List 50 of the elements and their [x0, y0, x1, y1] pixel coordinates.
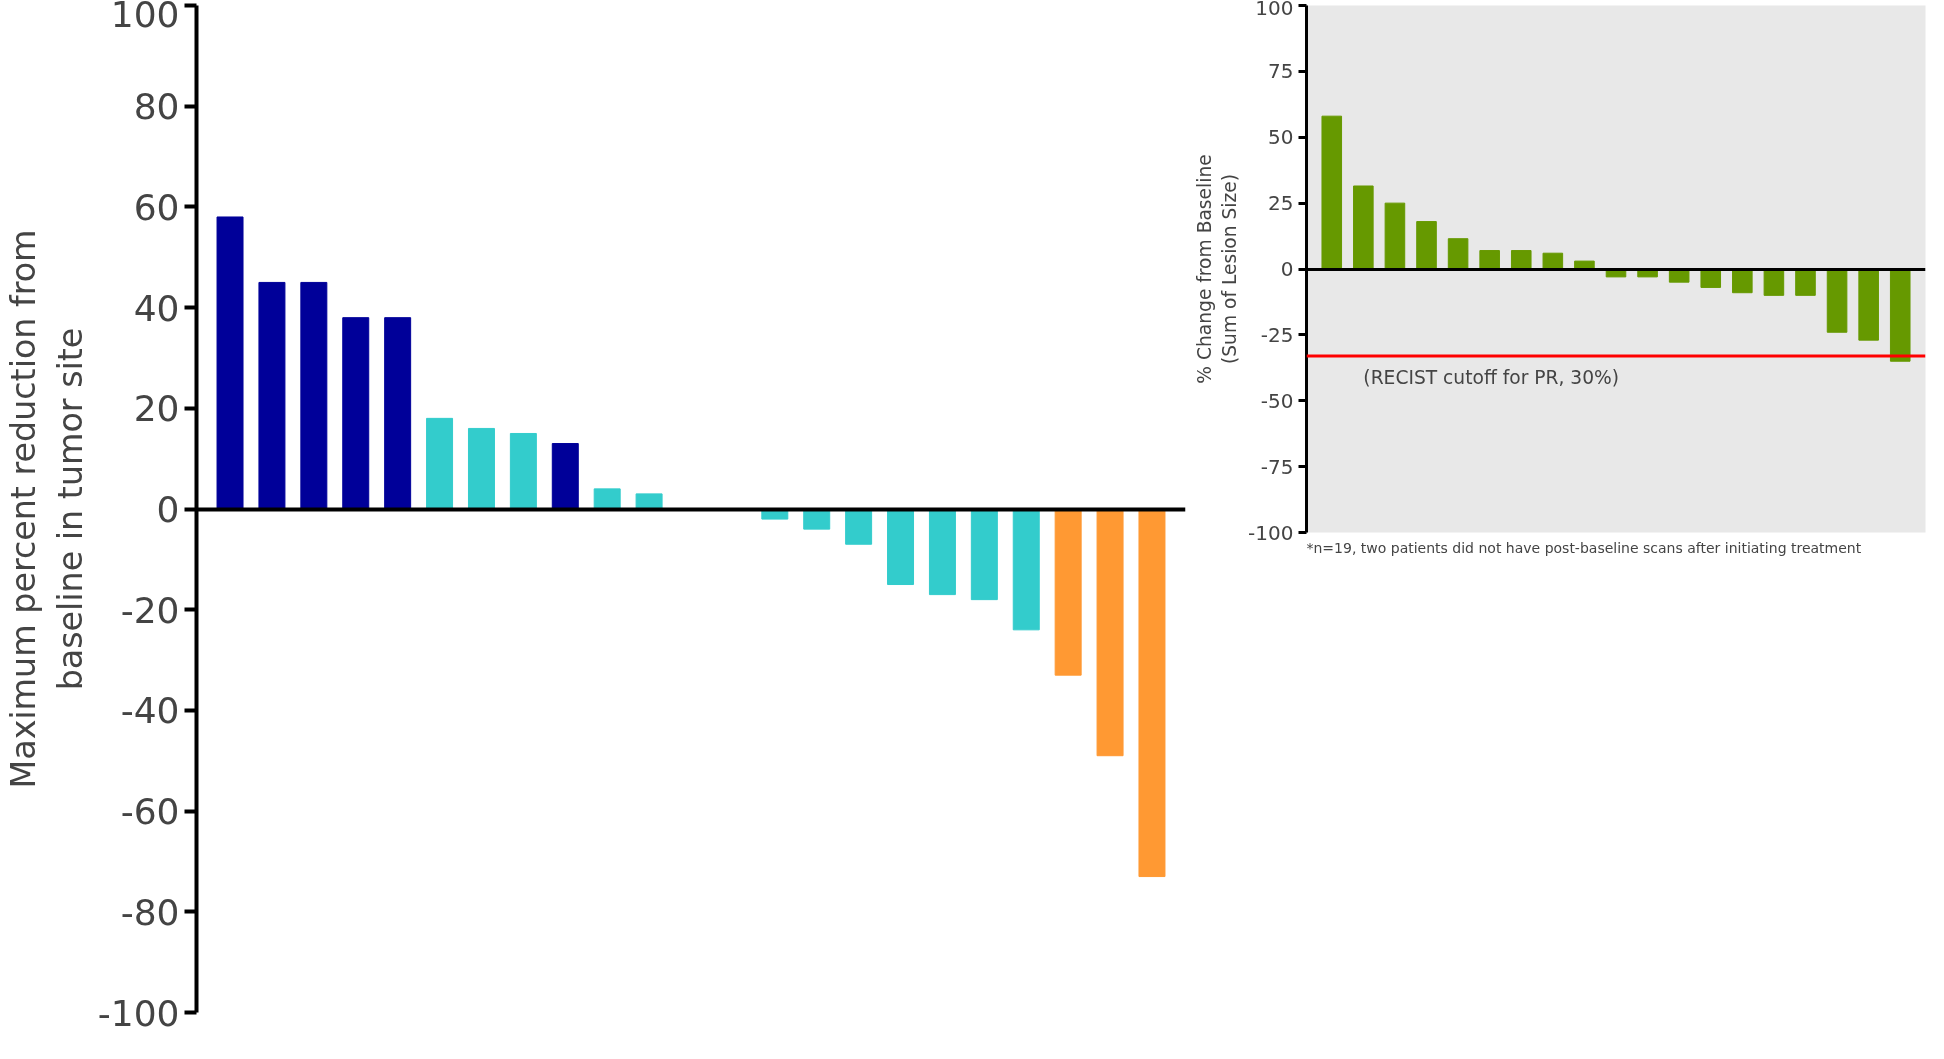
bar [1479, 250, 1500, 270]
bar [1763, 268, 1785, 296]
bar [593, 488, 621, 510]
bar [1795, 268, 1816, 296]
y-tick-label: -20 [120, 589, 180, 631]
bar [1416, 221, 1437, 270]
bar [1858, 268, 1879, 341]
bar [1889, 268, 1911, 362]
bar [1826, 268, 1848, 333]
y-tick-label: 100 [110, 0, 180, 35]
bar [1510, 250, 1532, 270]
bar [551, 443, 579, 510]
y-tick-label: 0 [156, 489, 180, 530]
y-axis-title: % Change from Baseline (Sum of Lesion Size) [1193, 154, 1241, 384]
ref-line-label: (RECIST cutoff for PR, 30%) [1363, 366, 1620, 388]
bar [258, 281, 286, 510]
bar [1542, 252, 1564, 270]
y-tick-label: 80 [133, 86, 180, 128]
bar [1384, 202, 1406, 270]
y-tick-label: -75 [1260, 454, 1294, 479]
y-tick-label: 75 [1268, 59, 1294, 84]
y-tick-label: -60 [120, 791, 180, 833]
y-tick-label: -80 [120, 891, 180, 933]
bar [467, 427, 495, 510]
y-tick-label: -25 [1260, 322, 1294, 347]
text: *n=19, two patients did not have post-baseline scans after initiating treatment [1306, 539, 1862, 556]
bar [1447, 238, 1469, 270]
bar [635, 493, 663, 510]
y-tick-label: -100 [97, 992, 180, 1034]
bar [384, 317, 412, 510]
y-tick-label: -40 [120, 690, 180, 732]
bar [1353, 185, 1374, 270]
bar [300, 281, 328, 510]
bar [426, 417, 454, 510]
y-tick-label: 50 [1268, 125, 1294, 150]
bar [509, 432, 537, 510]
y-tick-label: 0 [1280, 257, 1294, 281]
y-tick-label: -50 [1260, 388, 1294, 413]
bar [1321, 115, 1343, 270]
y-axis-title: Maximum percent reduction from baseline in tumor site [4, 229, 90, 789]
bar [1574, 260, 1595, 270]
y-tick-label: 20 [133, 388, 180, 430]
bar [1732, 268, 1753, 294]
y-tick-label: 100 [1255, 0, 1294, 20]
y-tick-label: -100 [1248, 520, 1294, 545]
y-tick-label: 60 [133, 186, 180, 228]
bar [216, 216, 244, 510]
y-tick-label: 40 [133, 287, 180, 329]
y-tick-label: 25 [1268, 191, 1294, 216]
bar [342, 317, 370, 510]
